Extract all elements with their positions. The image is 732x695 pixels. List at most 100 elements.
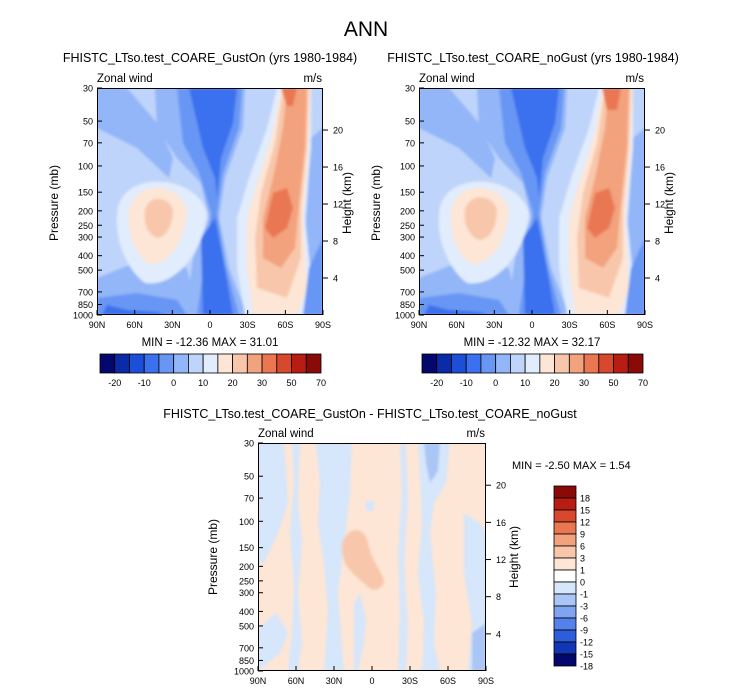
colorbar-label: -1 xyxy=(580,590,588,600)
colorbar-swatch xyxy=(553,485,577,499)
panel2-y2label: Height (km) xyxy=(662,172,676,234)
colorbar-label: 20 xyxy=(228,378,238,388)
colorbar-swatch xyxy=(613,353,629,374)
pressure-tick-label: 700 xyxy=(239,643,254,653)
pressure-tick-label: 500 xyxy=(400,266,415,276)
pressure-tick-label: 300 xyxy=(400,233,415,243)
pressure-tick-label: 200 xyxy=(78,206,93,216)
lat-tick-label: 90N xyxy=(411,320,428,330)
pressure-tick-label: 70 xyxy=(83,138,93,148)
height-tick-label: 20 xyxy=(333,126,343,136)
height-tick-label: 8 xyxy=(655,237,660,247)
panel1-stats: MIN = -12.36 MAX = 31.01 xyxy=(142,337,279,349)
colorbar-label: -15 xyxy=(580,650,593,660)
lat-tick-label: 30S xyxy=(402,676,418,686)
colorbar-label: 10 xyxy=(520,378,530,388)
pressure-tick-label: 50 xyxy=(244,472,254,482)
colorbar-swatch xyxy=(232,353,248,374)
colorbar-swatch xyxy=(114,353,130,374)
colorbar-label: 6 xyxy=(580,542,585,552)
colorbar-swatch xyxy=(421,353,438,374)
colorbar-label: 1 xyxy=(580,566,585,576)
colorbar-swatch xyxy=(553,569,577,583)
colorbar-label: -12 xyxy=(580,638,593,648)
colorbar-swatch xyxy=(553,557,577,571)
colorbar-swatch xyxy=(598,353,614,374)
panel2-unit-label: m/s xyxy=(625,73,644,85)
colorbar-swatch xyxy=(553,533,577,547)
colorbar-label: 10 xyxy=(198,378,208,388)
figure-title: ANN xyxy=(344,18,388,41)
panel2-height-ticks: 20 16 12 8 4 xyxy=(645,126,665,284)
pressure-tick-label: 200 xyxy=(400,206,415,216)
lat-tick-label: 90N xyxy=(250,676,267,686)
colorbar-swatch xyxy=(553,545,577,559)
panel-gust-on: FHISTC_LTso.test_COARE_GustOn (yrs 1980-… xyxy=(47,51,357,388)
colorbar-swatch xyxy=(451,353,467,374)
lat-tick-label: 30N xyxy=(326,676,343,686)
panel1-y2label: Height (km) xyxy=(340,172,354,234)
panel2-contour-field xyxy=(419,88,645,315)
lat-tick-label: 60N xyxy=(448,320,465,330)
height-tick-label: 4 xyxy=(333,274,338,284)
pressure-tick-label: 850 xyxy=(78,300,93,310)
pressure-tick-label: 400 xyxy=(78,251,93,261)
panel1-unit-label: m/s xyxy=(303,73,322,85)
panel2-subtitle: FHISTC_LTso.test_COARE_noGust (yrs 1980-… xyxy=(387,51,679,65)
colorbar-swatch xyxy=(202,353,219,374)
colorbar-label: 70 xyxy=(316,378,326,388)
pressure-tick-label: 30 xyxy=(83,84,93,94)
pressure-tick-label: 70 xyxy=(244,494,254,504)
colorbar-swatch xyxy=(129,353,145,374)
colorbar-label: -9 xyxy=(580,626,588,636)
pressure-tick-label: 250 xyxy=(400,221,415,231)
colorbar-label: -18 xyxy=(580,662,593,672)
colorbar-swatch xyxy=(291,353,307,374)
colorbar-label: 30 xyxy=(257,378,267,388)
panel3-unit-label: m/s xyxy=(466,428,485,440)
height-tick-label: 4 xyxy=(655,274,660,284)
pressure-tick-label: 50 xyxy=(83,117,93,127)
panel3-y2label: Height (km) xyxy=(507,526,521,588)
panel2-lat-ticks: 90N 60N 30N 0 30S 60S 90S xyxy=(411,310,653,330)
colorbar-swatch xyxy=(480,353,497,374)
panel1-colorbar: -20 -10 0 10 20 30 50 70 xyxy=(99,353,326,388)
colorbar-swatch xyxy=(627,353,644,374)
lat-tick-label: 60N xyxy=(126,320,143,330)
panel3-contour-field xyxy=(258,443,486,671)
pressure-tick-label: 250 xyxy=(78,221,93,231)
colorbar-label: 15 xyxy=(580,506,590,516)
colorbar-swatch xyxy=(553,617,577,631)
lat-tick-label: 60N xyxy=(288,676,305,686)
height-tick-label: 16 xyxy=(655,163,665,173)
height-tick-label: 4 xyxy=(496,629,501,639)
colorbar-label: 20 xyxy=(550,378,560,388)
panel1-contour-field xyxy=(97,88,323,315)
colorbar-label: 50 xyxy=(287,378,297,388)
colorbar-swatch xyxy=(553,581,577,595)
pressure-tick-label: 850 xyxy=(400,300,415,310)
lat-tick-label: 90S xyxy=(315,320,331,330)
colorbar-swatch xyxy=(158,353,175,374)
colorbar-label: 3 xyxy=(580,554,585,564)
pressure-tick-label: 300 xyxy=(239,588,254,598)
height-tick-label: 20 xyxy=(496,481,506,491)
colorbar-swatch xyxy=(246,353,263,374)
panel3-height-ticks: 20 16 12 8 4 xyxy=(486,481,506,639)
pressure-tick-label: 500 xyxy=(239,621,254,631)
pressure-tick-label: 500 xyxy=(78,266,93,276)
colorbar-label: 0 xyxy=(493,378,498,388)
pressure-tick-label: 100 xyxy=(239,517,254,527)
pressure-tick-label: 150 xyxy=(78,188,93,198)
pressure-tick-label: 850 xyxy=(239,656,254,666)
pressure-tick-label: 200 xyxy=(239,562,254,572)
colorbar-swatch xyxy=(276,353,292,374)
panel2-stats: MIN = -12.32 MAX = 32.17 xyxy=(464,337,601,349)
colorbar-swatch xyxy=(99,353,116,374)
panel2-left-label: Zonal wind xyxy=(419,73,475,85)
lat-tick-label: 90S xyxy=(637,320,653,330)
colorbar-swatch xyxy=(495,353,511,374)
